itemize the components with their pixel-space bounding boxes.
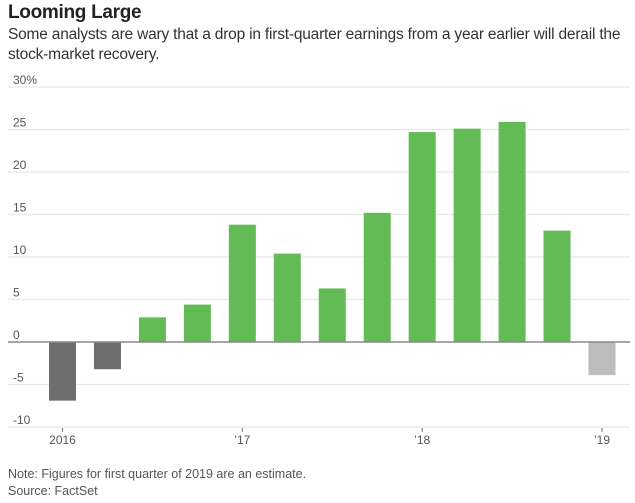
- y-tick-label: 20: [13, 158, 27, 172]
- bar-9: [408, 132, 436, 342]
- bar-7: [318, 288, 346, 342]
- chart-source: Source: FactSet: [8, 484, 98, 498]
- x-tick-label: ’18: [414, 433, 430, 447]
- bar-4: [183, 304, 211, 342]
- y-tick-label: 0: [13, 328, 20, 342]
- y-tick-label: 15: [13, 201, 27, 215]
- bar-10: [453, 128, 481, 342]
- y-tick-label: -10: [13, 413, 31, 427]
- bar-12: [543, 230, 571, 342]
- y-tick-label: 25: [13, 116, 27, 130]
- chart-footer: Note: Figures for first quarter of 2019 …: [8, 466, 306, 500]
- chart-subtitle: Some analysts are wary that a drop in fi…: [8, 26, 621, 63]
- y-tick-label: -5: [13, 371, 24, 385]
- bar-2: [93, 342, 121, 370]
- bar-layer: [49, 121, 616, 401]
- x-tick-label: 2016: [49, 433, 76, 447]
- x-tick-label: ’19: [594, 433, 610, 447]
- axis-layer: 30% 25 20 15 10 5 0 -5 -10 2016 ’17 ’18 ’19: [8, 73, 630, 447]
- bar-6: [273, 253, 301, 342]
- x-tick-label: ’17: [234, 433, 250, 447]
- chart-title: Looming Large: [8, 2, 142, 23]
- bar-3: [138, 317, 166, 342]
- y-tick-label: 5: [13, 286, 20, 300]
- bar-1: [49, 342, 76, 401]
- bar-13: [588, 342, 616, 376]
- y-tick-label: 30%: [13, 73, 37, 87]
- bar-11: [498, 121, 526, 342]
- bar-8: [363, 212, 391, 342]
- grid-layer: [8, 86, 630, 428]
- y-tick-label: 10: [13, 243, 27, 257]
- bar-5: [228, 224, 256, 342]
- chart-note: Note: Figures for first quarter of 2019 …: [8, 467, 307, 481]
